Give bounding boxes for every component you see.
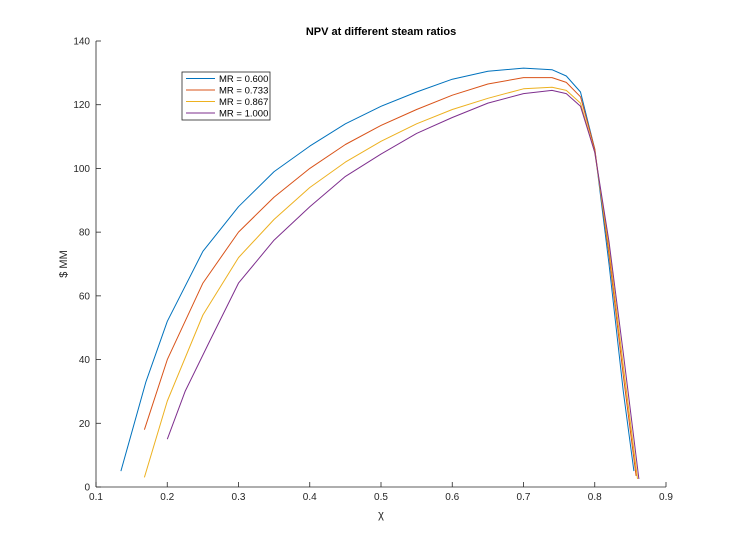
x-tick-label: 0.5 [374,492,388,503]
x-tick-label: 0.2 [160,492,174,503]
x-axis-label: χ [378,509,384,521]
y-tick-label: 60 [79,291,91,302]
y-axis-label: $ MM [58,250,70,278]
y-tick-label: 100 [73,164,90,175]
legend-entry-1: MR = 0.600 [219,74,268,85]
chart-title: NPV at different steam ratios [306,26,456,38]
x-tick-label: 0.4 [303,492,317,503]
x-tick-label: 0.8 [588,492,602,503]
y-tick-label: 120 [73,100,90,111]
series-layer [120,67,640,480]
series-line-1 [120,67,635,472]
y-tick-label: 140 [73,37,90,48]
legend-entry-2: MR = 0.733 [219,85,268,96]
x-tick-label: 0.9 [659,492,673,503]
legend-entry-3: MR = 0.867 [219,97,268,108]
x-ticks: 0.1 0.2 0.3 0.4 0.5 0.6 0.7 0.8 0.9 [89,482,673,503]
y-ticks: 0 20 40 60 80 100 120 140 [73,37,101,494]
y-tick-label: 40 [79,355,91,366]
legend-box [181,71,271,121]
x-tick-label: 0.6 [445,492,459,503]
x-tick-label: 0.1 [89,492,103,503]
y-tick-label: 80 [79,228,91,239]
y-tick-label: 20 [79,419,91,430]
x-tick-label: 0.3 [232,492,246,503]
y-tick-label: 0 [84,483,90,494]
series-line-4 [166,89,640,480]
series-line-2 [143,77,637,476]
x-tick-label: 0.7 [517,492,531,503]
legend-entry-4: MR = 1.000 [219,108,268,119]
series-line-3 [143,86,638,480]
